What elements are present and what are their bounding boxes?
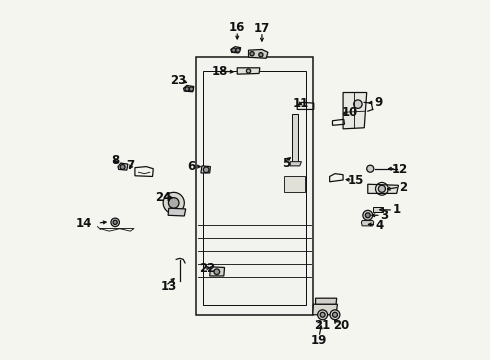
Polygon shape	[184, 85, 194, 92]
Bar	[373, 207, 383, 212]
Text: 11: 11	[293, 96, 309, 109]
Circle shape	[185, 87, 189, 91]
Circle shape	[246, 69, 251, 73]
Text: 14: 14	[75, 217, 92, 230]
Polygon shape	[290, 162, 301, 166]
Polygon shape	[118, 163, 128, 170]
Circle shape	[214, 269, 220, 275]
Text: 9: 9	[374, 96, 383, 109]
Polygon shape	[210, 267, 224, 276]
Circle shape	[189, 87, 194, 91]
Polygon shape	[368, 184, 398, 193]
Circle shape	[259, 53, 263, 57]
Circle shape	[333, 312, 338, 317]
Text: 8: 8	[111, 154, 120, 167]
Text: 7: 7	[126, 159, 134, 172]
Text: 21: 21	[314, 319, 330, 332]
Circle shape	[354, 100, 362, 108]
Polygon shape	[284, 176, 305, 192]
Text: 24: 24	[155, 191, 172, 204]
Circle shape	[367, 165, 374, 172]
Text: 17: 17	[254, 22, 270, 35]
Text: 19: 19	[311, 334, 327, 347]
Polygon shape	[201, 166, 210, 173]
Polygon shape	[313, 304, 338, 315]
Text: 13: 13	[161, 280, 177, 293]
Circle shape	[250, 51, 254, 56]
Polygon shape	[237, 68, 260, 74]
Circle shape	[203, 167, 209, 172]
Polygon shape	[196, 57, 313, 315]
Text: 22: 22	[199, 262, 215, 275]
Text: 16: 16	[229, 21, 245, 34]
Circle shape	[120, 165, 125, 170]
Polygon shape	[316, 298, 337, 304]
Text: 1: 1	[392, 203, 401, 216]
Circle shape	[169, 198, 179, 208]
Text: 10: 10	[342, 107, 358, 120]
Text: 18: 18	[212, 65, 228, 78]
Polygon shape	[231, 47, 241, 53]
Circle shape	[113, 220, 117, 224]
Bar	[292, 114, 298, 164]
Polygon shape	[168, 208, 186, 216]
Circle shape	[378, 185, 386, 192]
Text: 20: 20	[333, 319, 349, 332]
Text: 2: 2	[399, 181, 407, 194]
Text: 3: 3	[380, 210, 389, 222]
Circle shape	[363, 210, 373, 220]
Text: 4: 4	[376, 219, 384, 231]
Text: 6: 6	[187, 160, 196, 173]
Polygon shape	[343, 93, 367, 129]
Text: 23: 23	[170, 74, 186, 87]
Text: 12: 12	[392, 163, 408, 176]
Circle shape	[111, 218, 120, 226]
Text: 15: 15	[348, 174, 365, 187]
Circle shape	[232, 48, 236, 52]
Polygon shape	[362, 221, 374, 226]
Circle shape	[236, 48, 240, 52]
Polygon shape	[248, 49, 268, 58]
Circle shape	[318, 310, 327, 320]
Circle shape	[330, 310, 340, 320]
Text: 5: 5	[283, 157, 291, 170]
Circle shape	[320, 312, 325, 317]
Circle shape	[366, 213, 370, 218]
Circle shape	[163, 192, 184, 213]
